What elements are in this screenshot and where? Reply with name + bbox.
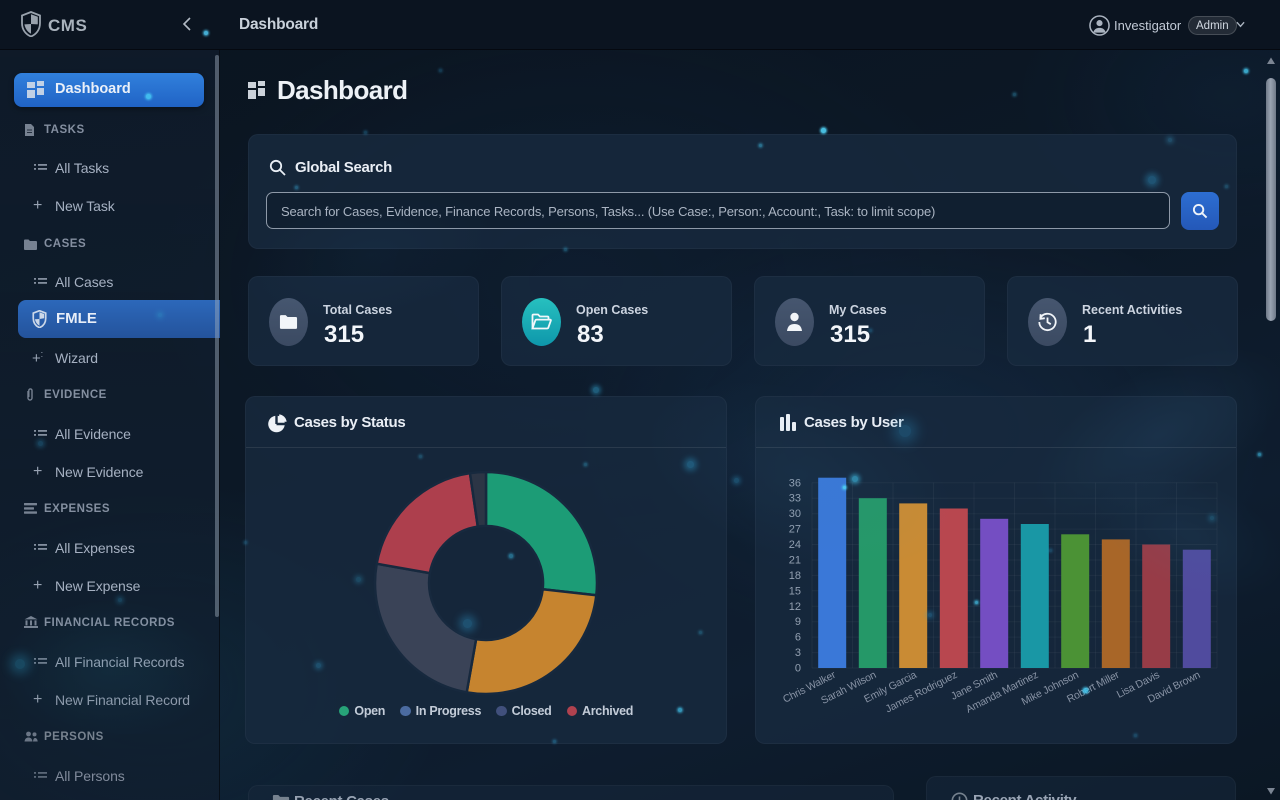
svg-text:6: 6 — [795, 632, 801, 644]
svg-text:15: 15 — [789, 585, 801, 597]
svg-text:21: 21 — [789, 555, 801, 567]
svg-text:James Rodriguez: James Rodriguez — [884, 669, 960, 715]
svg-text:12: 12 — [789, 601, 801, 613]
svg-text:27: 27 — [789, 524, 801, 536]
svg-text:3: 3 — [795, 647, 801, 659]
svg-text:36: 36 — [789, 477, 801, 489]
svg-text:30: 30 — [789, 508, 801, 520]
svg-text:18: 18 — [789, 570, 801, 582]
svg-text:9: 9 — [795, 616, 801, 628]
svg-text:33: 33 — [789, 493, 801, 505]
svg-text:24: 24 — [789, 539, 801, 551]
svg-text:0: 0 — [795, 663, 801, 675]
